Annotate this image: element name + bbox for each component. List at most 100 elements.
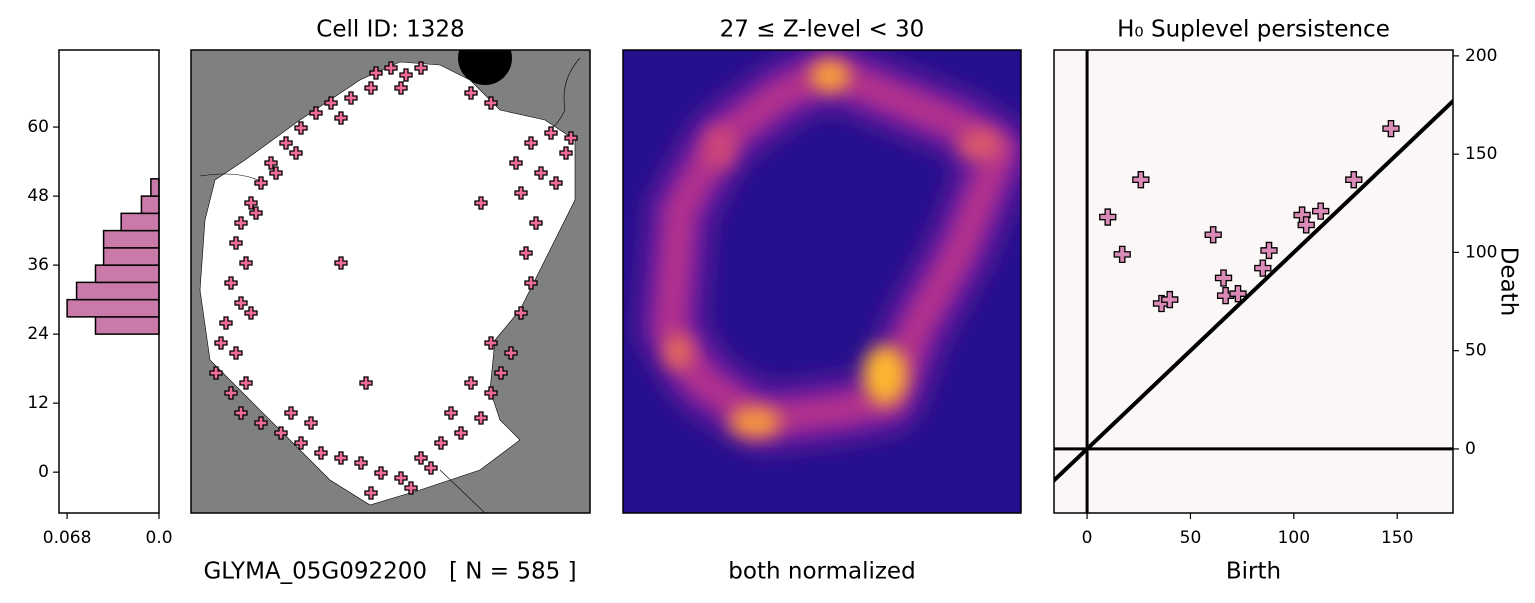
point <box>559 146 573 160</box>
y-tick-label: 60 <box>27 117 49 137</box>
y-tick-label: 100 <box>1465 242 1497 262</box>
point <box>564 131 578 145</box>
point <box>254 176 268 190</box>
point <box>314 446 328 460</box>
point <box>529 216 543 230</box>
panel-title: H₀ Suplevel persistence <box>1117 17 1390 43</box>
point <box>209 366 223 380</box>
histogram-bar <box>150 178 160 197</box>
point <box>244 306 258 320</box>
x-axis-label: GLYMA_05G092200 [ N = 585 ] <box>203 559 576 585</box>
point <box>289 146 303 160</box>
point <box>1214 269 1233 287</box>
point <box>359 376 373 390</box>
y-tick-label: 0 <box>38 462 49 482</box>
point <box>334 111 348 125</box>
point <box>404 481 418 495</box>
point <box>399 68 413 82</box>
density-frame <box>622 49 1022 514</box>
x-tick-label: 0.068 <box>43 528 92 548</box>
point <box>519 246 533 260</box>
histogram-bar <box>102 229 160 249</box>
cell-frame <box>190 49 591 514</box>
point <box>224 276 238 290</box>
y-tick-label: 0 <box>1465 439 1476 459</box>
point <box>229 236 243 250</box>
plot-frame <box>1053 49 1454 514</box>
density-map <box>623 50 1021 513</box>
point <box>414 451 428 465</box>
point <box>234 216 248 230</box>
point <box>264 156 278 170</box>
point <box>364 81 378 95</box>
point <box>1161 290 1179 309</box>
point <box>534 166 548 180</box>
point <box>1260 241 1278 260</box>
y-tick-label: 36 <box>27 255 49 275</box>
histogram-bar <box>120 212 160 232</box>
point <box>509 156 523 170</box>
point <box>549 176 563 190</box>
point <box>1229 285 1247 303</box>
point <box>1297 216 1315 234</box>
y-tick-label: 24 <box>27 324 49 344</box>
point <box>524 276 538 290</box>
point <box>234 406 248 420</box>
point <box>1382 119 1400 138</box>
point <box>274 426 288 440</box>
point <box>494 366 508 380</box>
histogram-bar <box>94 264 160 284</box>
x-tick-label: 150 <box>1381 528 1413 548</box>
point <box>374 466 388 480</box>
histogram-bar <box>140 195 160 215</box>
point <box>1204 226 1222 244</box>
point <box>1345 171 1363 189</box>
point <box>484 386 498 400</box>
y-tick-label: 200 <box>1465 46 1497 66</box>
y-tick-label: 12 <box>27 393 49 413</box>
point <box>244 196 258 210</box>
point <box>394 471 408 485</box>
point <box>369 66 383 80</box>
point <box>514 306 528 320</box>
point <box>334 256 348 270</box>
x-tick-label: 100 <box>1278 528 1310 548</box>
histogram-bar <box>102 247 160 266</box>
point <box>414 61 428 75</box>
point <box>334 451 348 465</box>
point <box>444 406 458 420</box>
plot-background <box>1054 50 1453 513</box>
point <box>364 486 378 500</box>
point <box>454 426 468 440</box>
point <box>504 346 518 360</box>
point <box>434 436 448 450</box>
histogram-bar <box>94 316 160 335</box>
cell-background <box>191 50 590 513</box>
point <box>354 456 368 470</box>
x-tick-label: 50 <box>1180 528 1202 548</box>
histogram-bar <box>66 298 160 318</box>
point <box>294 121 308 135</box>
point <box>384 61 398 75</box>
y-axis-label: Death <box>1496 247 1522 317</box>
point <box>394 81 408 95</box>
point <box>484 336 498 350</box>
point <box>269 166 283 180</box>
point <box>1113 245 1131 264</box>
point <box>239 376 253 390</box>
density-caption: both normalized <box>728 559 915 585</box>
point <box>474 196 488 210</box>
point <box>344 91 358 105</box>
point <box>474 411 488 425</box>
panel-title: Cell ID: 1328 <box>316 17 464 43</box>
point <box>294 436 308 450</box>
point <box>524 136 538 150</box>
point <box>249 206 263 220</box>
point <box>1216 286 1235 305</box>
point <box>424 461 438 475</box>
x-tick-label: 0.0 <box>145 528 172 548</box>
y-tick-label: 48 <box>27 186 49 206</box>
point <box>229 346 243 360</box>
